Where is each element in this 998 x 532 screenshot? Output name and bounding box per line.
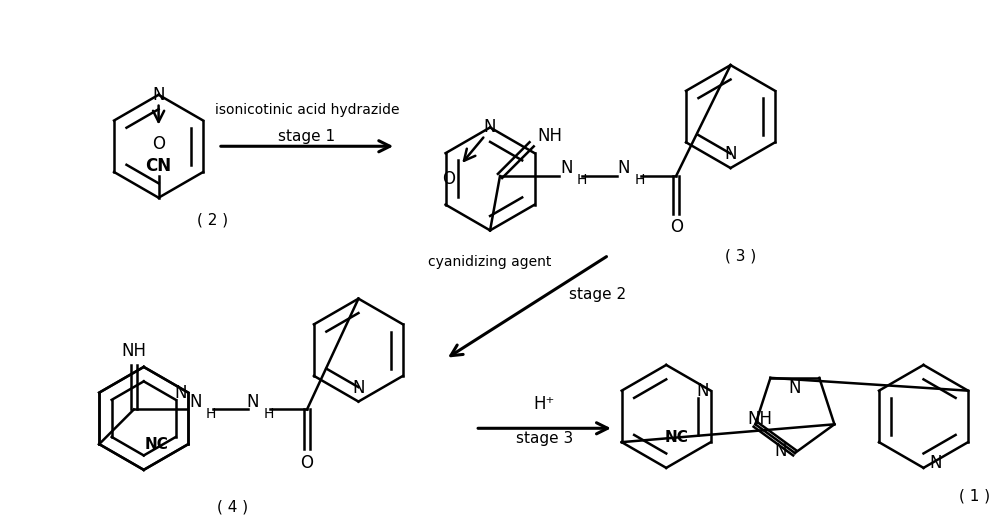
Text: ( 3 ): ( 3 ) (725, 248, 756, 263)
Text: NH: NH (748, 410, 772, 428)
Text: N: N (174, 384, 187, 402)
Text: stage 3: stage 3 (516, 431, 573, 446)
Text: ( 4 ): ( 4 ) (218, 500, 249, 515)
Text: N: N (153, 86, 165, 104)
Text: O: O (670, 219, 683, 236)
Text: isonicotinic acid hydrazide: isonicotinic acid hydrazide (215, 103, 399, 117)
Text: H: H (577, 173, 587, 187)
Text: N: N (725, 145, 737, 163)
Text: ( 2 ): ( 2 ) (198, 213, 229, 228)
Text: O: O (152, 135, 165, 153)
Text: stage 1: stage 1 (278, 129, 335, 144)
Text: O: O (300, 454, 313, 472)
Text: N: N (618, 159, 630, 177)
Text: N: N (788, 379, 801, 397)
Text: CN: CN (146, 157, 172, 175)
Text: NH: NH (122, 342, 147, 360)
Text: H⁺: H⁺ (534, 395, 555, 412)
Text: H: H (263, 408, 273, 421)
Text: N: N (352, 379, 364, 397)
Text: O: O (442, 170, 455, 188)
Text: NC: NC (665, 430, 688, 445)
Text: NC: NC (145, 437, 169, 452)
Text: H: H (635, 173, 645, 187)
Text: N: N (929, 454, 942, 472)
Text: N: N (560, 159, 573, 177)
Text: N: N (247, 393, 258, 411)
Text: NH: NH (537, 127, 562, 145)
Text: N: N (484, 119, 496, 137)
Text: cyanidizing agent: cyanidizing agent (428, 255, 552, 269)
Text: N: N (697, 381, 710, 400)
Text: N: N (774, 442, 787, 460)
Text: N: N (189, 393, 202, 411)
Text: H: H (206, 408, 217, 421)
Text: stage 2: stage 2 (569, 287, 627, 302)
Text: ( 1 ): ( 1 ) (959, 488, 991, 503)
